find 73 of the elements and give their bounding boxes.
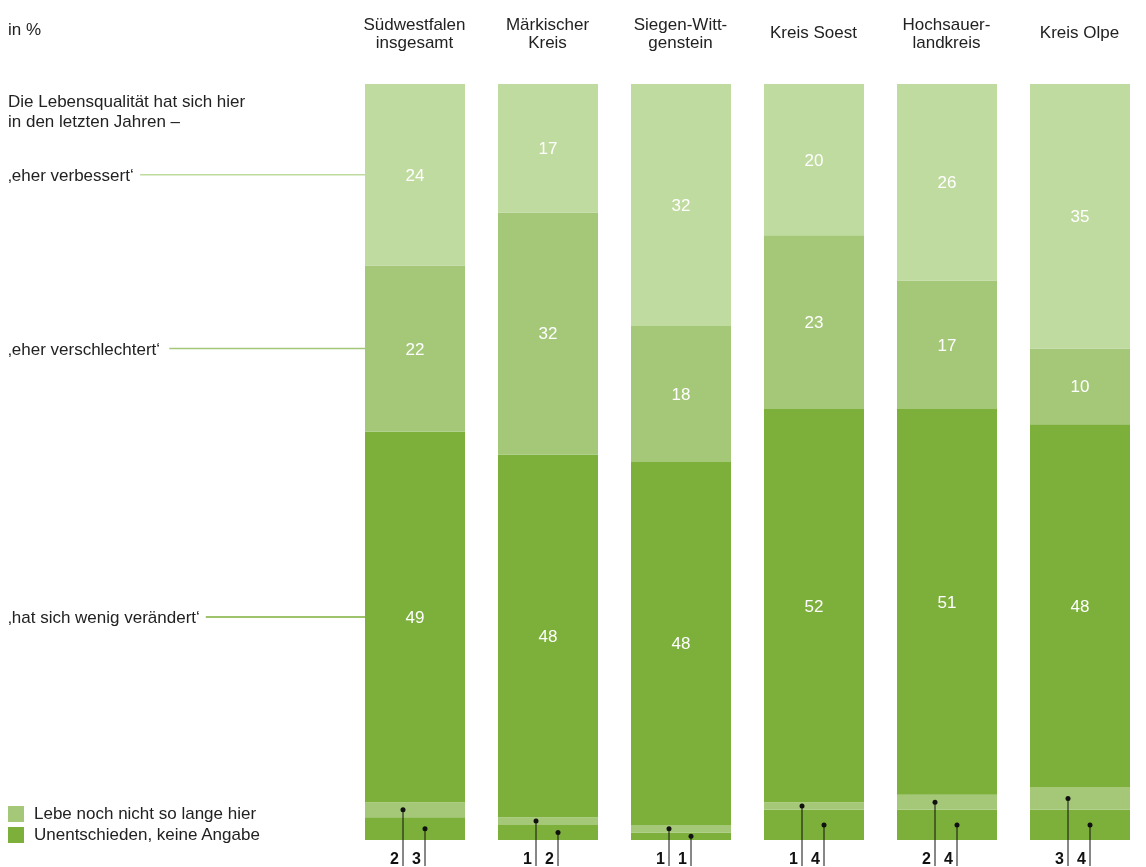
data-label: 17 bbox=[937, 335, 957, 355]
bar bbox=[764, 802, 864, 810]
data-label: 2 bbox=[545, 850, 555, 867]
data-label: 23 bbox=[804, 313, 824, 333]
data-label: 2 bbox=[390, 850, 400, 867]
x-tick-label: Hochsauer- landkreis bbox=[902, 15, 991, 52]
data-label: 26 bbox=[937, 173, 957, 193]
text: ‚eher verschlechtert‘ bbox=[8, 339, 161, 359]
data-label: 48 bbox=[538, 626, 558, 646]
bar bbox=[631, 824, 731, 833]
legend-label: Lebe noch nicht so lange hier bbox=[34, 803, 257, 824]
bar bbox=[498, 454, 598, 818]
data-label: 20 bbox=[804, 150, 824, 170]
data-label: 4 bbox=[1077, 850, 1087, 867]
data-label: 24 bbox=[405, 165, 425, 185]
x-tick-label: Märkischer Kreis bbox=[505, 15, 590, 52]
bar bbox=[365, 431, 465, 803]
data-label: 32 bbox=[671, 195, 691, 215]
bar bbox=[365, 817, 465, 840]
bar bbox=[897, 280, 997, 410]
data-label: 17 bbox=[538, 139, 558, 159]
data-label: 32 bbox=[538, 324, 558, 344]
bar bbox=[897, 794, 997, 810]
data-label: 1 bbox=[678, 850, 688, 867]
bar bbox=[498, 84, 598, 213]
x-tick-label: Kreis Olpe bbox=[1039, 23, 1120, 42]
bar bbox=[764, 235, 864, 410]
data-label: 4 bbox=[811, 850, 821, 867]
bar bbox=[365, 802, 465, 818]
bar bbox=[631, 325, 731, 462]
legend-label: Unentschieden, keine Angabe bbox=[34, 824, 260, 845]
bar bbox=[1030, 809, 1130, 840]
data-label: 18 bbox=[671, 384, 691, 404]
bar bbox=[1030, 84, 1130, 349]
data-label: 1 bbox=[789, 850, 799, 867]
data-label: 3 bbox=[412, 850, 422, 867]
text: Die Lebensqualität hat sich hier in den letzten Jahren – bbox=[8, 92, 247, 132]
data-label: 49 bbox=[405, 607, 425, 627]
data-label: 52 bbox=[804, 596, 824, 616]
bar bbox=[897, 409, 997, 795]
data-label: 1 bbox=[523, 850, 533, 867]
data-label: 22 bbox=[405, 339, 425, 359]
bar bbox=[897, 84, 997, 281]
text: ‚eher verbessert‘ bbox=[8, 165, 134, 185]
bar bbox=[631, 462, 731, 825]
x-tick-label: Südwestfalen insgesamt bbox=[363, 15, 466, 52]
data-label: 1 bbox=[656, 850, 666, 867]
bar bbox=[365, 84, 465, 266]
bar bbox=[1030, 424, 1130, 788]
bar bbox=[764, 809, 864, 840]
bar bbox=[498, 212, 598, 455]
data-label: 4 bbox=[944, 850, 954, 867]
data-label: 2 bbox=[922, 850, 932, 867]
bar bbox=[365, 265, 465, 432]
text: ‚hat sich wenig verändert‘ bbox=[8, 607, 200, 627]
data-label: 48 bbox=[671, 634, 691, 654]
bar bbox=[631, 84, 731, 326]
data-label: 10 bbox=[1070, 377, 1090, 397]
bar bbox=[498, 817, 598, 825]
data-label: 51 bbox=[937, 592, 957, 612]
bar bbox=[1030, 787, 1130, 810]
bar bbox=[764, 409, 864, 803]
x-tick-label: Kreis Soest bbox=[770, 23, 858, 42]
data-label: 48 bbox=[1070, 596, 1090, 616]
text: in % bbox=[8, 20, 43, 40]
data-label: 35 bbox=[1070, 207, 1090, 227]
data-label: 3 bbox=[1055, 850, 1065, 867]
bar bbox=[897, 809, 997, 840]
bar bbox=[631, 832, 731, 840]
bar bbox=[498, 824, 598, 840]
x-tick-label: Siegen-Witt- genstein bbox=[633, 15, 728, 52]
bar bbox=[1030, 348, 1130, 425]
bar bbox=[764, 84, 864, 236]
